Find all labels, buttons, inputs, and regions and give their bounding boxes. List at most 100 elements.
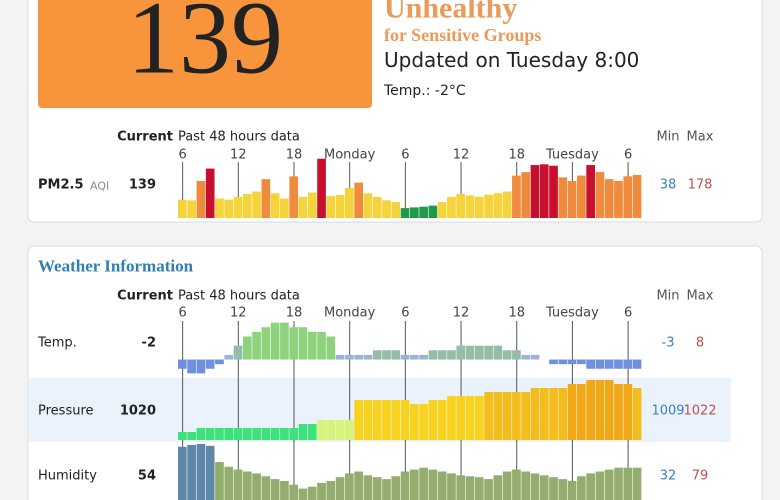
bar — [521, 172, 531, 218]
bar — [437, 400, 447, 440]
bar — [586, 380, 595, 440]
bar — [502, 392, 512, 440]
bar — [456, 194, 466, 218]
bar — [465, 476, 475, 500]
bar — [298, 196, 308, 218]
bar — [345, 354, 354, 360]
bar — [224, 466, 234, 500]
bar — [539, 164, 549, 218]
bar — [187, 432, 196, 440]
bar — [447, 473, 456, 500]
bar — [307, 486, 317, 500]
bar — [354, 354, 363, 360]
bar — [437, 350, 447, 360]
bar — [280, 322, 289, 360]
bar — [363, 193, 373, 218]
bar — [474, 396, 484, 440]
bar — [317, 420, 326, 440]
bar — [521, 471, 531, 500]
bar — [345, 188, 354, 218]
bar — [317, 158, 326, 218]
bar — [298, 424, 308, 440]
row-unit: AQI — [90, 180, 109, 193]
bar — [178, 446, 187, 500]
bar — [270, 479, 280, 500]
bar — [428, 469, 438, 500]
bar — [632, 174, 642, 218]
bar — [484, 479, 493, 500]
row-min: -3 — [662, 336, 675, 351]
bar — [178, 199, 187, 218]
row-current: 54 — [138, 469, 156, 484]
bar — [335, 477, 345, 500]
x-tick-label: 6 — [401, 306, 409, 321]
bar — [614, 359, 623, 369]
bar — [391, 350, 401, 360]
bar — [410, 469, 419, 500]
bar — [521, 392, 531, 440]
bar — [604, 380, 614, 440]
bar — [549, 359, 558, 365]
bar — [586, 473, 595, 500]
bar — [233, 196, 243, 218]
x-tick-label: 12 — [230, 148, 247, 163]
bar — [289, 327, 299, 360]
bar — [614, 384, 623, 440]
x-tick-label: Monday — [324, 306, 376, 321]
bar — [242, 471, 252, 500]
aqi-box — [38, 0, 372, 108]
bar — [345, 420, 354, 440]
bar — [567, 359, 577, 365]
bar — [447, 350, 456, 360]
bar — [512, 392, 521, 440]
bar — [595, 380, 605, 440]
bar — [539, 475, 549, 500]
x-tick-label: Tuesday — [545, 306, 599, 321]
current-header: Current — [117, 130, 173, 145]
row-max: 8 — [696, 336, 704, 351]
range-header: Past 48 hours data — [178, 289, 300, 304]
aqi-level-detail: for Sensitive Groups — [384, 25, 541, 45]
bar — [270, 428, 280, 440]
bar — [382, 400, 391, 440]
row-max: 79 — [692, 469, 709, 484]
bar — [252, 331, 261, 360]
row-max: 178 — [688, 178, 713, 193]
bar — [391, 202, 401, 218]
bar — [474, 345, 484, 360]
bar — [456, 345, 466, 360]
bar — [289, 484, 299, 500]
bar — [363, 400, 373, 440]
bar — [289, 176, 299, 218]
bar — [326, 336, 336, 360]
bar — [558, 359, 568, 365]
bar — [187, 200, 196, 218]
bar — [326, 196, 336, 218]
bar — [178, 432, 187, 440]
bar — [196, 180, 206, 218]
bar — [614, 180, 623, 218]
bar — [280, 198, 289, 218]
row-label: Temp. — [37, 336, 77, 351]
bar — [512, 175, 521, 218]
bar — [437, 471, 447, 500]
bar — [623, 176, 633, 218]
bar — [595, 172, 605, 218]
bar — [261, 179, 271, 218]
bar — [614, 467, 623, 500]
bar — [493, 392, 503, 440]
bar — [493, 193, 503, 218]
bar — [363, 475, 373, 500]
bar — [261, 476, 271, 500]
bar — [465, 345, 475, 360]
x-tick-label: 6 — [401, 148, 409, 163]
bar — [632, 359, 642, 369]
bar — [410, 207, 419, 218]
bar — [623, 384, 633, 440]
row-current: -2 — [142, 336, 156, 351]
bar — [502, 471, 512, 500]
bar — [484, 392, 493, 440]
bar — [549, 477, 558, 500]
bar — [586, 359, 595, 369]
bar — [539, 388, 549, 440]
